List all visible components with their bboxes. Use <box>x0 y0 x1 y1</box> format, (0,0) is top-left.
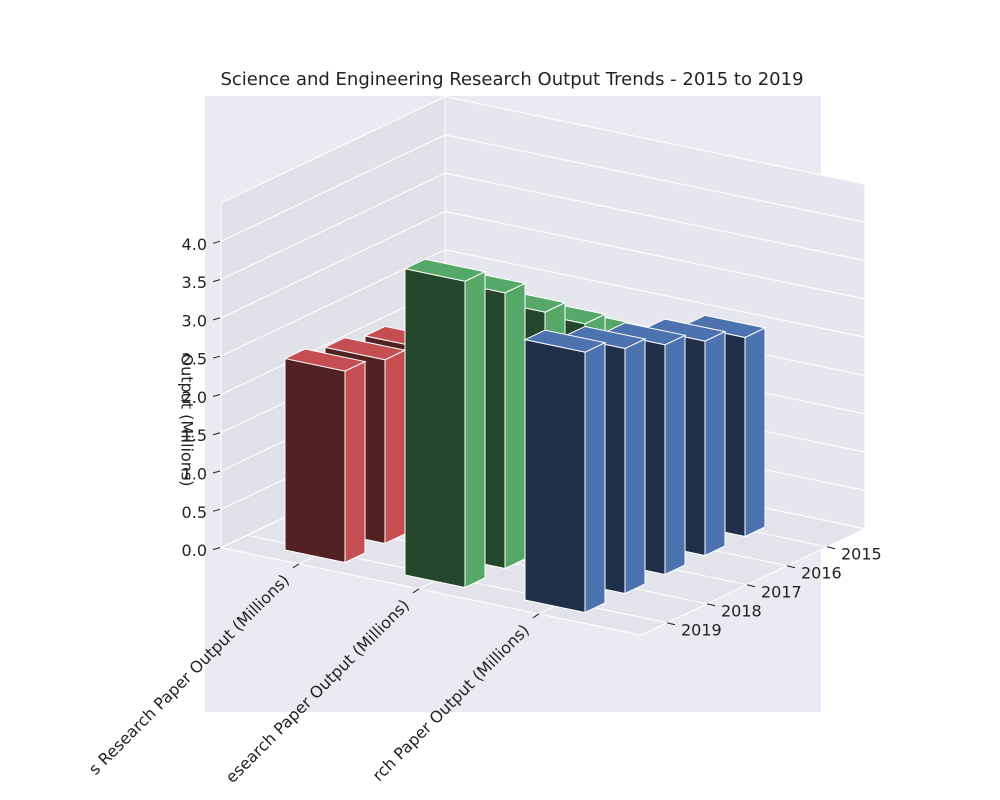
plot: 0.00.51.01.52.02.53.03.54.02015201620172… <box>85 95 882 787</box>
tick-mark <box>212 470 221 474</box>
tick-mark <box>706 603 716 607</box>
bar-side <box>464 270 486 589</box>
tick-mark <box>746 584 756 588</box>
y-tick-label: 2018 <box>721 601 762 620</box>
tick-mark <box>212 393 221 397</box>
z-tick-label: 3.5 <box>182 273 207 292</box>
bar <box>403 258 487 589</box>
tick-mark <box>212 240 221 244</box>
grid-line <box>220 134 866 242</box>
tick-mark <box>212 508 221 512</box>
grid-line <box>220 249 866 357</box>
tick-mark <box>532 613 540 619</box>
tick-mark <box>212 317 221 321</box>
tick-mark <box>212 355 221 359</box>
bar-side <box>664 334 686 576</box>
tick-mark <box>212 432 221 436</box>
bar-side <box>504 282 526 570</box>
tick-mark <box>826 546 836 550</box>
tick-mark <box>212 279 221 283</box>
grid-line <box>220 210 866 319</box>
bar-top <box>283 348 367 372</box>
z-tick-label: 3.0 <box>182 311 207 330</box>
tick-mark <box>412 588 420 594</box>
y-tick-label: 2015 <box>841 544 882 563</box>
bar-top <box>523 329 607 353</box>
bar-side <box>584 341 606 614</box>
tick-mark <box>666 622 676 626</box>
bar-side <box>384 349 406 545</box>
tick-mark <box>786 565 796 569</box>
bar-front <box>404 268 466 589</box>
grid-line <box>220 172 866 281</box>
bar-top <box>403 258 487 282</box>
tick-mark <box>292 563 300 569</box>
chart-title: Science and Engineering Research Output … <box>220 69 803 90</box>
z-tick-label: 1.5 <box>182 426 207 445</box>
bar-side <box>744 327 766 538</box>
z-tick-label: 0.5 <box>182 503 207 522</box>
bar-front <box>524 339 586 614</box>
bar <box>523 329 607 614</box>
z-tick-label: 0.0 <box>182 541 207 560</box>
z-tick-label: 2.5 <box>182 350 207 369</box>
bar <box>283 348 367 564</box>
bar-side <box>344 360 366 564</box>
y-tick-label: 2019 <box>681 620 722 639</box>
z-axis-label: Output (Millions) <box>178 354 197 487</box>
y-tick-label: 2016 <box>801 563 842 582</box>
z-tick-label: 1.0 <box>182 465 207 484</box>
z-tick-label: 4.0 <box>182 235 207 254</box>
bar-side <box>624 338 646 595</box>
tick-mark <box>212 547 221 551</box>
z-tick-label: 2.0 <box>182 388 207 407</box>
bar-side <box>704 330 726 557</box>
y-tick-label: 2017 <box>761 582 802 601</box>
bar-front <box>284 357 346 564</box>
